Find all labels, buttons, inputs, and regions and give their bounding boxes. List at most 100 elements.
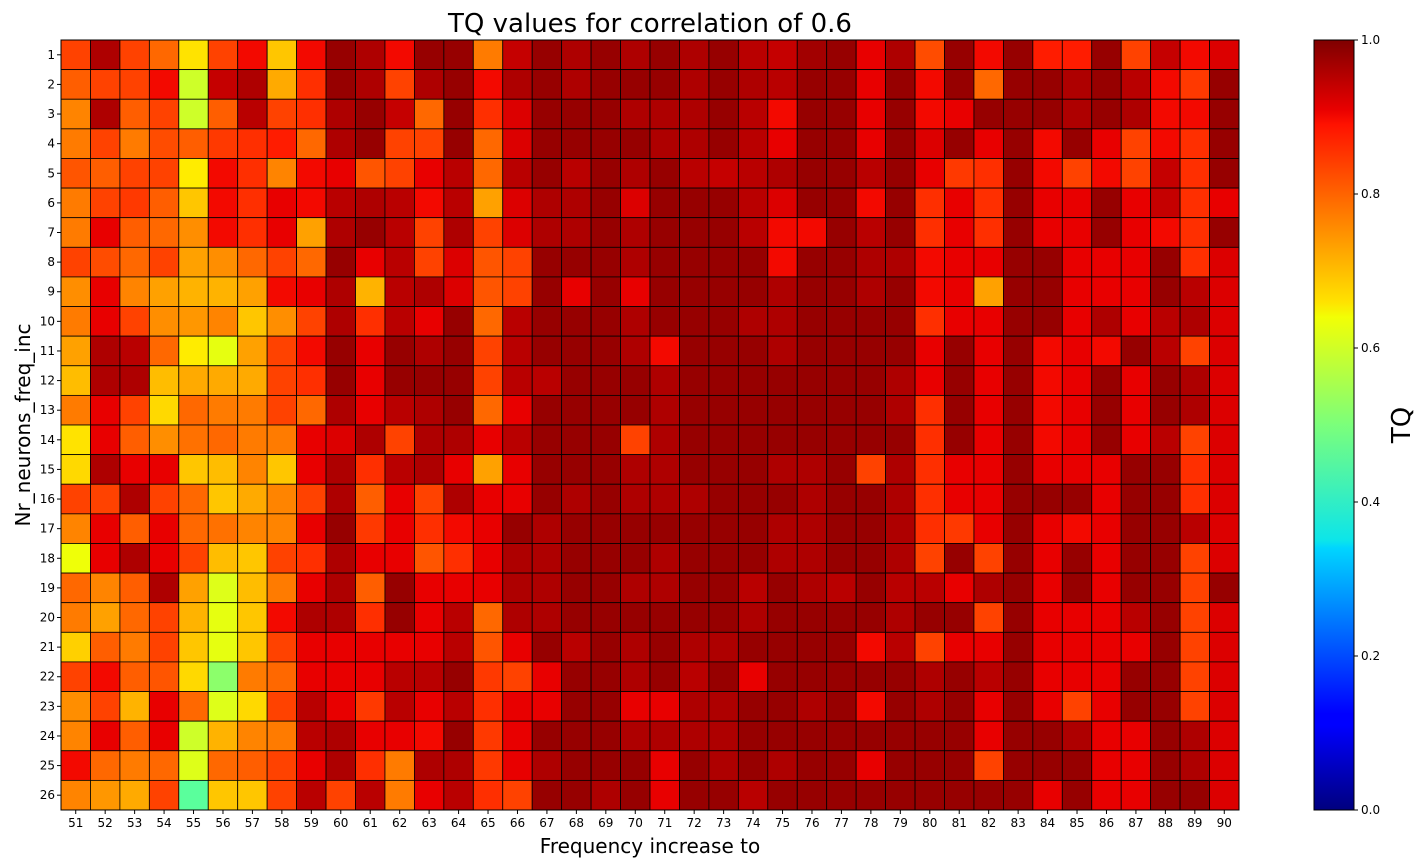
- heatmap-cell: [590, 69, 621, 100]
- heatmap-cell: [1061, 750, 1093, 781]
- heatmap-cell: [60, 454, 91, 485]
- heatmap-cell: [885, 246, 916, 278]
- heatmap-cell: [1032, 483, 1063, 515]
- heatmap-cell: [355, 394, 386, 426]
- heatmap-cell: [855, 454, 887, 485]
- heatmap-cell: [767, 69, 798, 100]
- heatmap-cell: [1091, 394, 1122, 426]
- heatmap-cell: [237, 246, 268, 278]
- heatmap-cell: [1003, 394, 1034, 426]
- heatmap-cell: [1120, 158, 1152, 189]
- heatmap-cell: [472, 483, 504, 515]
- heatmap-cell: [708, 98, 739, 130]
- heatmap-cell: [885, 128, 916, 159]
- heatmap-cell: [561, 306, 592, 337]
- x-tick-label: 74: [745, 816, 760, 830]
- x-tick-label: 72: [687, 816, 702, 830]
- heatmap-cell: [1061, 306, 1093, 337]
- heatmap-cell: [1150, 128, 1181, 159]
- heatmap-cell: [796, 424, 828, 456]
- heatmap-cell: [767, 720, 798, 752]
- heatmap-cell: [325, 365, 356, 396]
- heatmap-cell: [443, 128, 474, 159]
- heatmap-cell: [708, 158, 739, 189]
- heatmap-cell: [119, 158, 150, 189]
- heatmap-cell: [148, 720, 180, 752]
- heatmap-cell: [1032, 98, 1063, 130]
- heatmap-cell: [1209, 394, 1240, 426]
- heatmap-cell: [767, 158, 798, 189]
- heatmap-cell: [1061, 276, 1093, 307]
- x-tick-label: 54: [156, 816, 171, 830]
- heatmap-cell: [325, 779, 356, 811]
- heatmap-cell: [237, 750, 268, 781]
- heatmap-cell: [561, 98, 592, 130]
- heatmap-cell: [944, 661, 975, 692]
- heatmap-cell: [90, 779, 121, 811]
- heatmap-cell: [296, 572, 327, 604]
- heatmap-cell: [767, 187, 798, 219]
- heatmap-cell: [973, 69, 1004, 100]
- heatmap-cell: [796, 394, 828, 426]
- heatmap-cell: [1061, 543, 1093, 574]
- heatmap-cell: [737, 246, 769, 278]
- heatmap-cell: [855, 424, 887, 456]
- heatmap-cell: [649, 246, 680, 278]
- heatmap-cell: [679, 217, 710, 248]
- heatmap-cell: [590, 335, 621, 367]
- heatmap-cell: [708, 128, 739, 159]
- heatmap-cell: [443, 750, 474, 781]
- heatmap-cell: [1209, 306, 1240, 337]
- heatmap-cell: [561, 424, 592, 456]
- x-tick-label: 57: [245, 816, 260, 830]
- heatmap-cell: [885, 424, 916, 456]
- heatmap-cell: [60, 750, 91, 781]
- heatmap-cell: [944, 572, 975, 604]
- heatmap-cell: [914, 335, 945, 367]
- heatmap-cell: [60, 69, 91, 100]
- heatmap-cell: [1209, 187, 1240, 219]
- heatmap-cell: [767, 631, 798, 663]
- heatmap-cell: [561, 691, 592, 722]
- heatmap-cell: [620, 335, 651, 367]
- heatmap-cell: [1061, 246, 1093, 278]
- heatmap-cell: [472, 98, 504, 130]
- heatmap-cell: [620, 572, 651, 604]
- heatmap-cell: [266, 365, 297, 396]
- heatmap-cell: [737, 158, 769, 189]
- heatmap-cell: [1120, 306, 1152, 337]
- heatmap-cell: [649, 454, 680, 485]
- heatmap-cell: [737, 187, 769, 219]
- heatmap-cell: [266, 39, 297, 71]
- heatmap-cell: [178, 454, 209, 485]
- heatmap-cell: [590, 691, 621, 722]
- heatmap-cell: [826, 750, 857, 781]
- heatmap-cell: [796, 483, 828, 515]
- heatmap-cell: [1120, 691, 1152, 722]
- heatmap-cell: [679, 394, 710, 426]
- heatmap-cell: [708, 39, 739, 71]
- heatmap-cell: [855, 98, 887, 130]
- heatmap-cell: [237, 128, 268, 159]
- heatmap-cell: [767, 128, 798, 159]
- heatmap-cell: [679, 187, 710, 219]
- heatmap-cell: [1209, 454, 1240, 485]
- heatmap-cell: [1091, 335, 1122, 367]
- heatmap-cell: [237, 691, 268, 722]
- heatmap-cell: [590, 394, 621, 426]
- heatmap-cell: [296, 691, 327, 722]
- heatmap-cell: [826, 128, 857, 159]
- heatmap-cell: [1032, 306, 1063, 337]
- heatmap-cell: [590, 454, 621, 485]
- heatmap-cell: [649, 158, 680, 189]
- heatmap-cell: [1061, 691, 1093, 722]
- heatmap-cell: [384, 365, 415, 396]
- heatmap-cell: [590, 661, 621, 692]
- heatmap-cell: [207, 454, 239, 485]
- heatmap-cell: [1003, 691, 1034, 722]
- y-tick-label: 22: [40, 670, 55, 684]
- heatmap-cell: [826, 572, 857, 604]
- x-tick-label: 86: [1099, 816, 1114, 830]
- heatmap-cell: [1209, 158, 1240, 189]
- heatmap-cell: [296, 513, 327, 544]
